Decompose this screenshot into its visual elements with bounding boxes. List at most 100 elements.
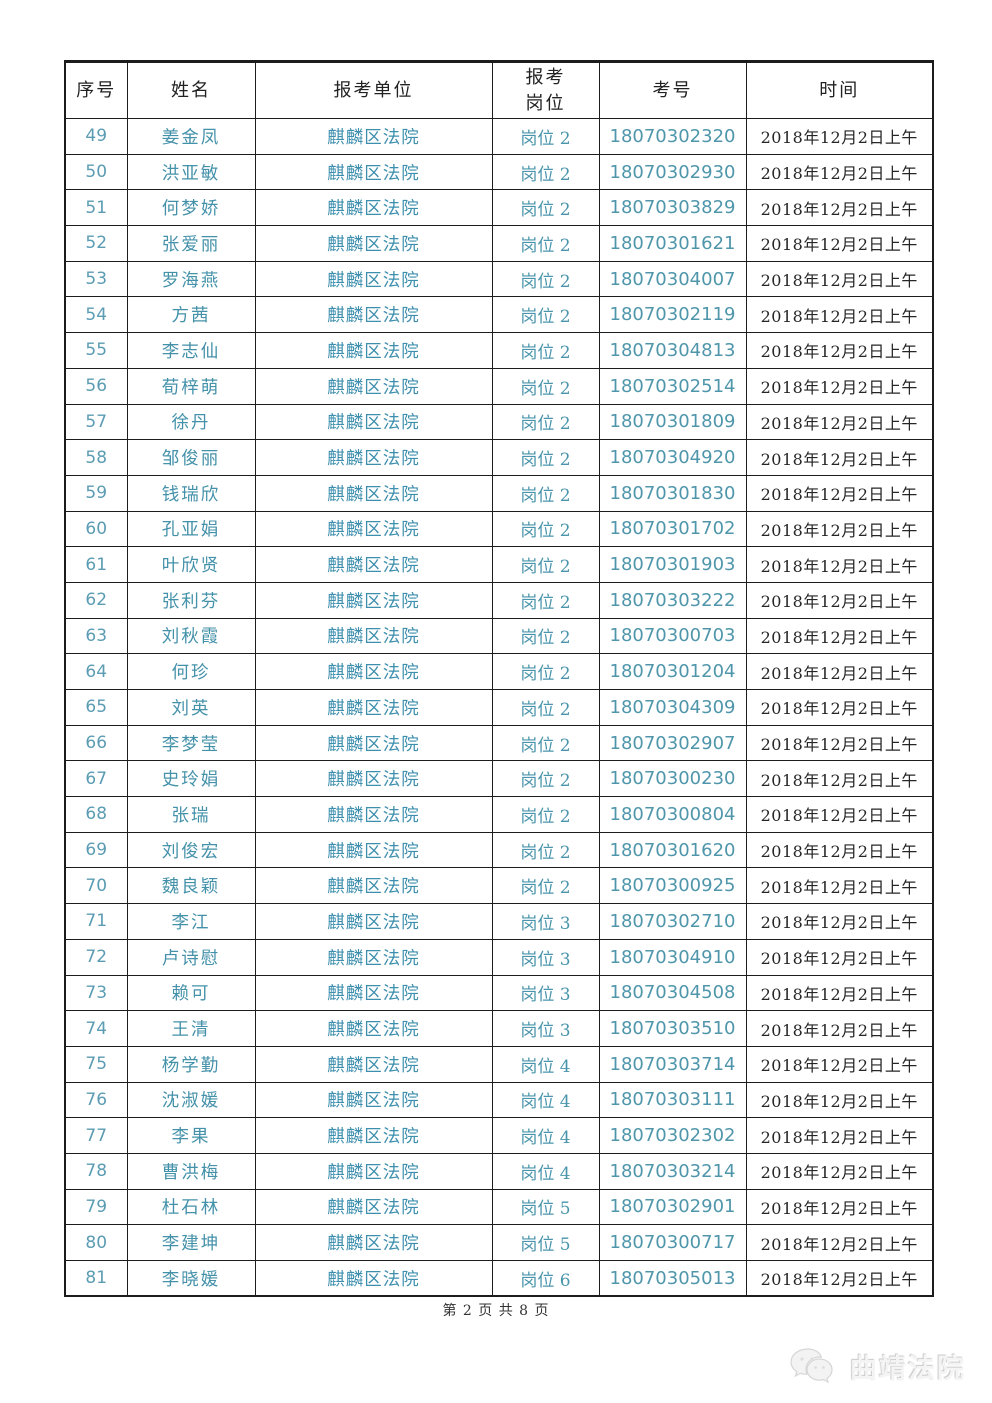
cell-post: 岗位 2: [491, 546, 600, 583]
table-row: 70 魏良颖 麒麟区法院 岗位 2 18070300925 2018年12月2日上午: [64, 867, 934, 905]
cell-unit: 麒麟区法院: [254, 260, 493, 298]
cell-time: 2018年12月2日上午: [745, 581, 934, 619]
cell-name: 罗海燕: [126, 260, 256, 298]
watermark: 曲靖法院: [788, 1345, 966, 1387]
cell-serial-number: 62: [64, 581, 128, 619]
cell-name: 李江: [126, 903, 256, 940]
table-row: 56 荀梓萌 麒麟区法院 岗位 2 18070302514 2018年12月2日上午: [64, 367, 934, 405]
cell-time: 2018年12月2日上午: [745, 1224, 934, 1261]
cell-name: 沈淑媛: [126, 1081, 256, 1119]
cell-serial-number: 56: [64, 367, 128, 405]
cell-unit: 麒麟区法院: [254, 546, 493, 583]
cell-serial-number: 50: [64, 153, 128, 191]
cell-exam-number: 18070300925: [598, 867, 747, 905]
table-row: 49 姜金凤 麒麟区法院 岗位 2 18070302320 2018年12月2日上午: [64, 118, 934, 155]
cell-post: 岗位 2: [491, 581, 600, 619]
cell-unit: 麒麟区法院: [254, 796, 493, 833]
cell-unit: 麒麟区法院: [254, 938, 493, 976]
table-row: 60 孔亚娟 麒麟区法院 岗位 2 18070301702 2018年12月2日上午: [64, 510, 934, 548]
cell-serial-number: 80: [64, 1224, 128, 1261]
table-row: 51 何梦娇 麒麟区法院 岗位 2 18070303829 2018年12月2日上午: [64, 189, 934, 227]
column-header: 考号: [598, 61, 747, 119]
cell-serial-number: 58: [64, 439, 128, 476]
cell-time: 2018年12月2日上午: [745, 153, 934, 191]
cell-time: 2018年12月2日上午: [745, 1010, 934, 1047]
cell-serial-number: 65: [64, 689, 128, 726]
cell-post: 岗位 2: [491, 474, 600, 512]
cell-time: 2018年12月2日上午: [745, 760, 934, 798]
table-row: 65 刘英 麒麟区法院 岗位 2 18070304309 2018年12月2日上午: [64, 689, 934, 726]
cell-post: 岗位 5: [491, 1224, 600, 1261]
cell-serial-number: 59: [64, 474, 128, 512]
cell-exam-number: 18070301830: [598, 474, 747, 512]
cell-exam-number: 18070304309: [598, 689, 747, 726]
cell-serial-number: 52: [64, 225, 128, 262]
cell-serial-number: 73: [64, 974, 128, 1012]
cell-name: 杜石林: [126, 1188, 256, 1226]
cell-exam-number: 18070302710: [598, 903, 747, 940]
cell-unit: 麒麟区法院: [254, 1010, 493, 1047]
cell-serial-number: 63: [64, 617, 128, 655]
cell-name: 李果: [126, 1117, 256, 1154]
table-row: 74 王清 麒麟区法院 岗位 3 18070303510 2018年12月2日上午: [64, 1010, 934, 1047]
page-number: 第 2 页 共 8 页: [442, 1303, 550, 1319]
table-header-row: 序号 姓名 报考单位 报考 岗位 考号 时间: [64, 61, 934, 119]
cell-exam-number: 18070302907: [598, 724, 747, 762]
watermark-label: 曲靖法院: [850, 1353, 966, 1385]
cell-serial-number: 81: [64, 1260, 128, 1297]
cell-time: 2018年12月2日上午: [745, 367, 934, 405]
cell-time: 2018年12月2日上午: [745, 118, 934, 155]
cell-serial-number: 66: [64, 724, 128, 762]
cell-time: 2018年12月2日上午: [745, 903, 934, 940]
cell-name: 李建坤: [126, 1224, 256, 1261]
cell-unit: 麒麟区法院: [254, 689, 493, 726]
cell-time: 2018年12月2日上午: [745, 1117, 934, 1154]
cell-name: 杨学勤: [126, 1045, 256, 1083]
column-header: 姓名: [126, 61, 256, 119]
cell-name: 刘俊宏: [126, 831, 256, 869]
cell-serial-number: 64: [64, 653, 128, 690]
cell-name: 王清: [126, 1010, 256, 1047]
cell-serial-number: 75: [64, 1045, 128, 1083]
table-row: 52 张爱丽 麒麟区法院 岗位 2 18070301621 2018年12月2日上午: [64, 225, 934, 262]
cell-unit: 麒麟区法院: [254, 1117, 493, 1154]
cell-name: 姜金凤: [126, 118, 256, 155]
cell-exam-number: 18070303510: [598, 1010, 747, 1047]
cell-time: 2018年12月2日上午: [745, 724, 934, 762]
cell-serial-number: 55: [64, 332, 128, 369]
cell-unit: 麒麟区法院: [254, 296, 493, 334]
cell-name: 洪亚敏: [126, 153, 256, 191]
table-row: 81 李晓媛 麒麟区法院 岗位 6 18070305013 2018年12月2日上午: [64, 1260, 934, 1297]
cell-time: 2018年12月2日上午: [745, 260, 934, 298]
cell-exam-number: 18070304920: [598, 439, 747, 476]
table-row: 76 沈淑媛 麒麟区法院 岗位 4 18070303111 2018年12月2日上午: [64, 1081, 934, 1119]
cell-unit: 麒麟区法院: [254, 367, 493, 405]
cell-exam-number: 18070303111: [598, 1081, 747, 1119]
cell-name: 何梦娇: [126, 189, 256, 227]
cell-serial-number: 49: [64, 118, 128, 155]
cell-unit: 麒麟区法院: [254, 653, 493, 690]
cell-unit: 麒麟区法院: [254, 974, 493, 1012]
column-header: 报考 岗位: [491, 61, 600, 119]
cell-name: 方茜: [126, 296, 256, 334]
cell-time: 2018年12月2日上午: [745, 296, 934, 334]
cell-exam-number: 18070302901: [598, 1188, 747, 1226]
cell-post: 岗位 2: [491, 296, 600, 334]
cell-unit: 麒麟区法院: [254, 118, 493, 155]
cell-name: 张利芬: [126, 581, 256, 619]
cell-time: 2018年12月2日上午: [745, 617, 934, 655]
cell-unit: 麒麟区法院: [254, 617, 493, 655]
table-row: 64 何珍 麒麟区法院 岗位 2 18070301204 2018年12月2日上午: [64, 653, 934, 690]
cell-exam-number: 18070305013: [598, 1260, 747, 1297]
table-row: 67 史玲娟 麒麟区法院 岗位 2 18070300230 2018年12月2日上午: [64, 760, 934, 798]
cell-time: 2018年12月2日上午: [745, 474, 934, 512]
cell-serial-number: 67: [64, 760, 128, 798]
cell-name: 李志仙: [126, 332, 256, 369]
cell-exam-number: 18070304007: [598, 260, 747, 298]
table-row: 75 杨学勤 麒麟区法院 岗位 4 18070303714 2018年12月2日上午: [64, 1045, 934, 1083]
cell-exam-number: 18070301620: [598, 831, 747, 869]
cell-post: 岗位 2: [491, 367, 600, 405]
cell-post: 岗位 2: [491, 260, 600, 298]
cell-unit: 麒麟区法院: [254, 332, 493, 369]
